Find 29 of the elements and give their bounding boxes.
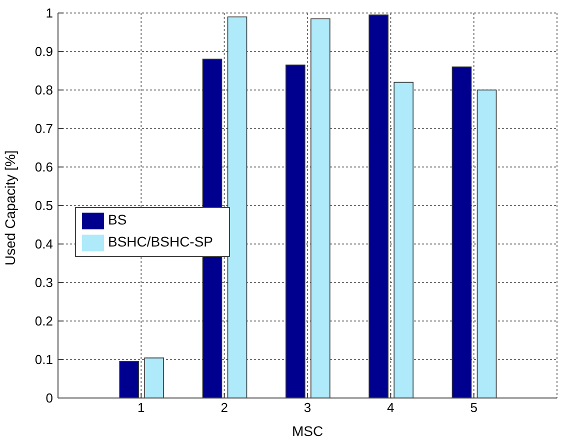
bar — [227, 16, 248, 398]
y-tick-label: 0.2 — [34, 314, 53, 329]
bar — [452, 66, 472, 398]
y-axis-title: Used Capacity [%] — [2, 150, 18, 266]
y-tick-label: 0 — [46, 390, 53, 406]
x-tick-label: 3 — [304, 400, 312, 416]
bar — [119, 361, 139, 398]
x-tick-label: 2 — [220, 400, 228, 416]
y-tick-label: 0.3 — [34, 275, 53, 290]
x-tick-label: 5 — [470, 400, 478, 416]
bar — [368, 14, 388, 398]
bar — [394, 82, 414, 398]
y-tick-label: 0.1 — [34, 352, 53, 368]
y-tick-label: 1 — [46, 6, 53, 21]
legend-label: BSHC/BSHC-SP — [108, 234, 214, 250]
bar — [476, 90, 497, 398]
y-tick-label: 0.8 — [34, 82, 53, 98]
x-tick-label: 1 — [138, 400, 145, 416]
y-tick-label: 0.9 — [34, 44, 53, 60]
y-tick-label: 0.6 — [34, 160, 53, 175]
y-tick-label: 0.5 — [34, 198, 53, 214]
bar — [310, 18, 330, 398]
bar — [286, 64, 306, 398]
x-axis-title: MSC — [292, 423, 324, 438]
y-tick-label: 0.7 — [34, 121, 53, 136]
x-tick-label: 4 — [387, 400, 394, 416]
y-tick-label: 0.4 — [34, 236, 53, 252]
legend-label: BS — [108, 212, 127, 228]
bar — [144, 358, 164, 398]
